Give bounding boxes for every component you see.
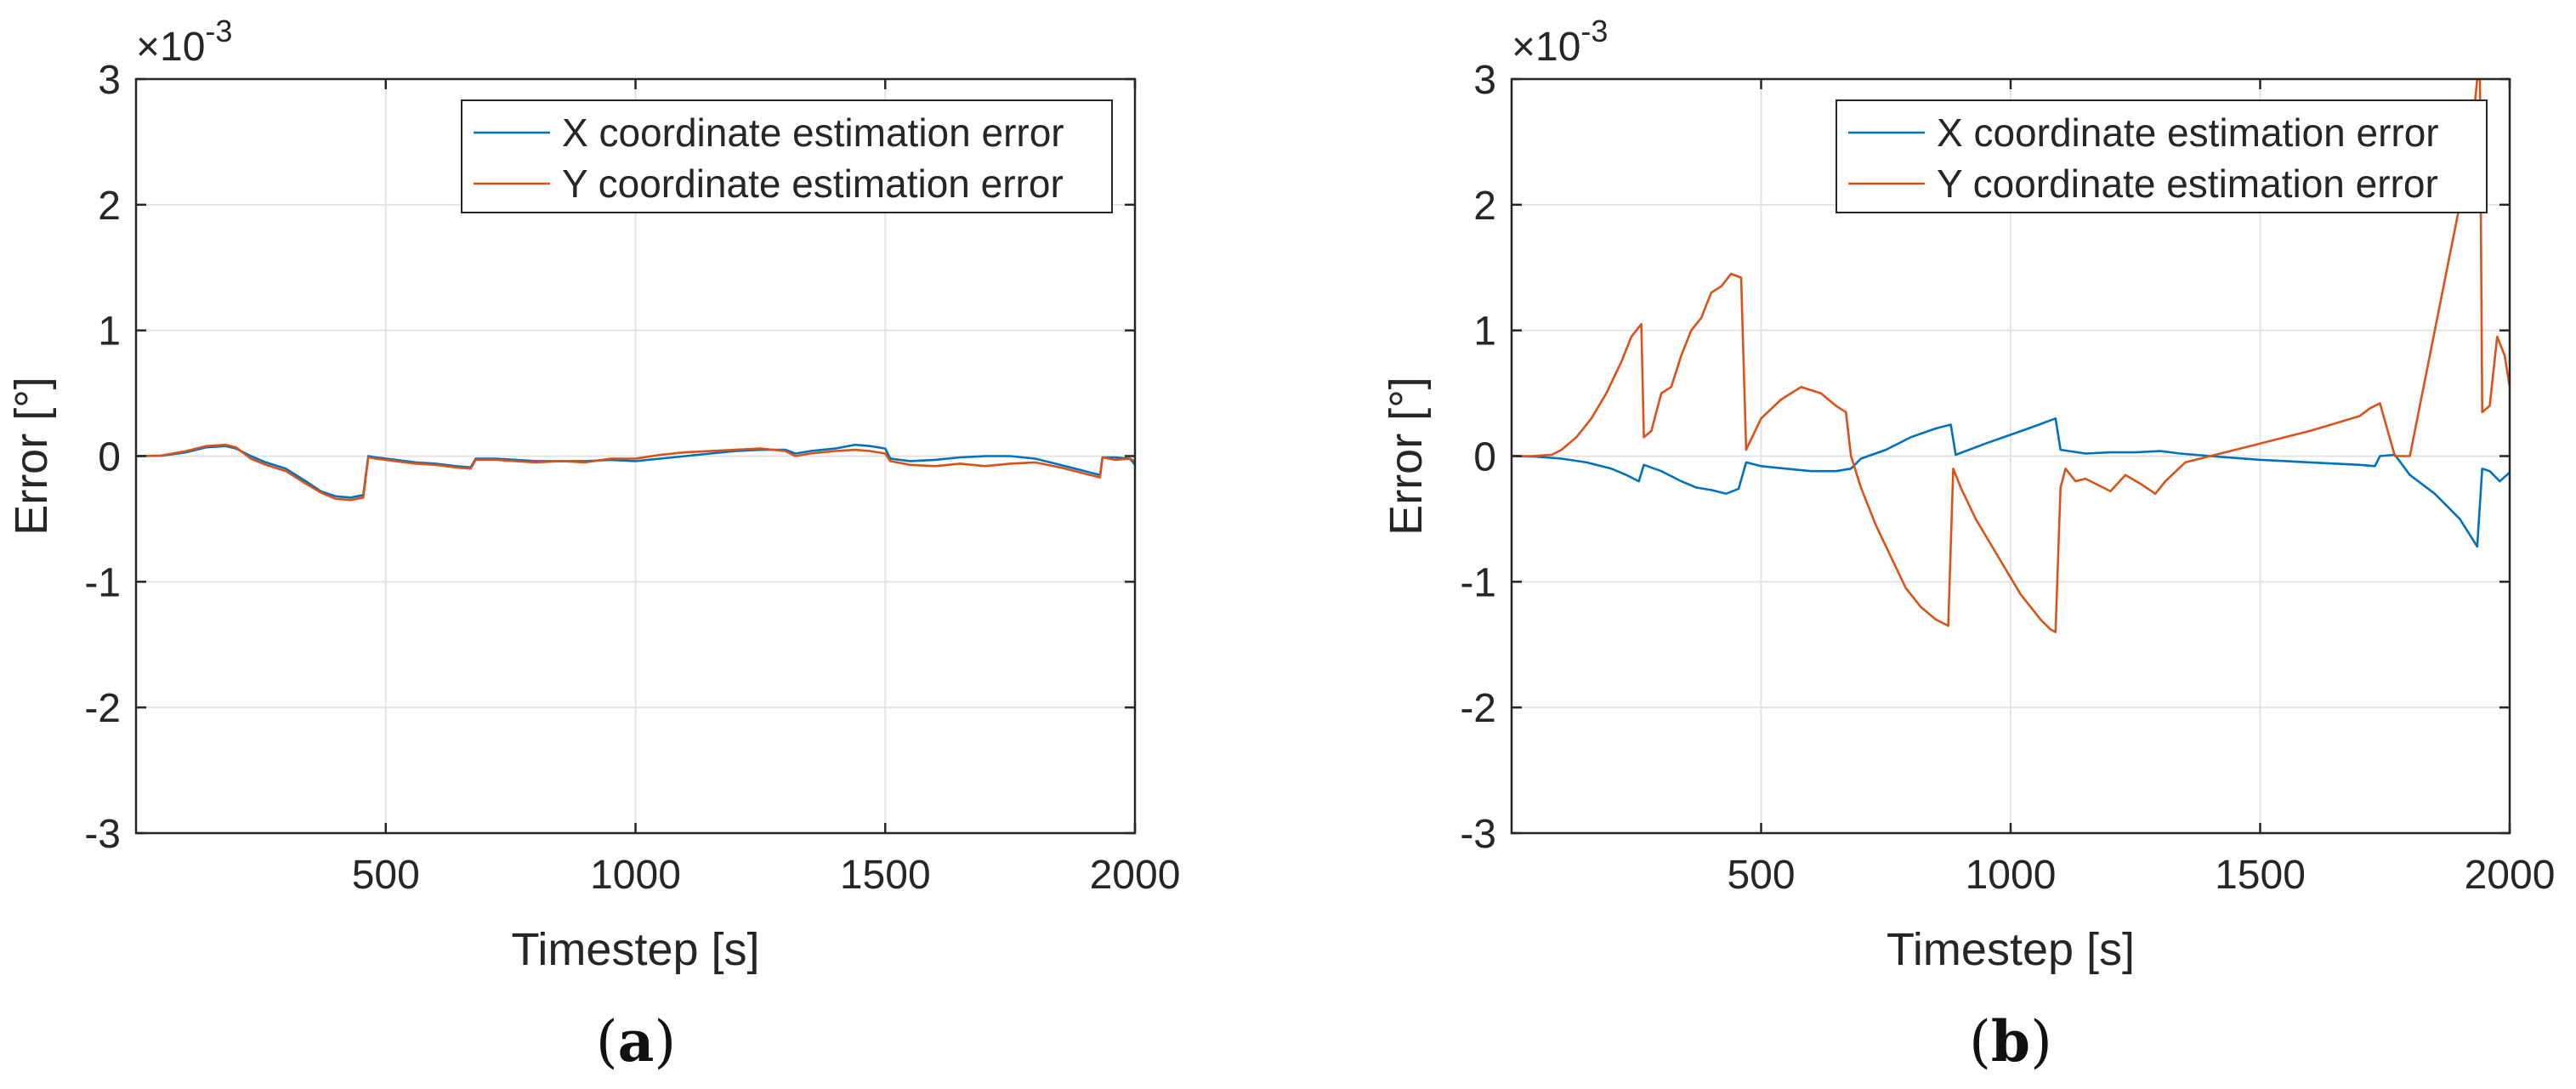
series-group bbox=[136, 443, 1135, 502]
legend-label-x: X coordinate estimation error bbox=[562, 111, 1064, 155]
x-tick-label: 1000 bbox=[590, 853, 681, 898]
x-tick-label: 1500 bbox=[840, 853, 931, 898]
legend: X coordinate estimation error Y coordinat… bbox=[1836, 99, 2488, 213]
series-line-y bbox=[1512, 79, 2510, 633]
y-tick-label: -3 bbox=[1460, 812, 1496, 857]
x-axis-label: Timestep [s] bbox=[511, 924, 759, 975]
series-line-y bbox=[136, 443, 1135, 502]
y-tick-label: 0 bbox=[98, 435, 121, 480]
y-tick-label: -3 bbox=[84, 812, 121, 857]
y-tick-label: -2 bbox=[1460, 686, 1496, 731]
legend-label-x: X coordinate estimation error bbox=[1937, 111, 2439, 155]
exponent-power: -3 bbox=[205, 14, 232, 48]
y-tick-label: 2 bbox=[98, 184, 121, 229]
x-tick-label: 1500 bbox=[2215, 853, 2306, 898]
legend: X coordinate estimation error Y coordinat… bbox=[461, 99, 1113, 213]
series-group bbox=[1512, 79, 2510, 633]
exponent-label: ×10-3 bbox=[1512, 14, 1608, 70]
exponent-power: -3 bbox=[1580, 14, 1608, 48]
legend-label-y: Y coordinate estimation error bbox=[1937, 162, 2438, 206]
x-tick-label: 2000 bbox=[2465, 853, 2556, 898]
y-tick-label: 2 bbox=[1473, 184, 1496, 229]
legend-label-y: Y coordinate estimation error bbox=[562, 162, 1064, 206]
chart-panel-a: 500 1000 1500 2000 -3 -2 -1 0 1 2 3 ×10-3 Timestep [… bbox=[6, 14, 1180, 1075]
y-tick-label: -1 bbox=[1460, 560, 1496, 605]
exponent-label: ×10-3 bbox=[136, 14, 232, 70]
x-tick-label: 500 bbox=[1727, 853, 1795, 898]
y-tick-label: -1 bbox=[84, 560, 121, 605]
y-tick-label: 0 bbox=[1473, 435, 1496, 480]
y-tick-label: 1 bbox=[98, 309, 121, 354]
panel-label: (b) bbox=[1969, 1008, 2052, 1075]
x-tick-label: 500 bbox=[352, 853, 420, 898]
legend-box bbox=[1836, 99, 2488, 213]
y-tick-label: -2 bbox=[84, 686, 121, 731]
y-tick-label: 3 bbox=[98, 58, 121, 103]
series-line-x bbox=[1512, 417, 2510, 548]
series-line-x bbox=[136, 443, 1135, 499]
x-tick-label: 1000 bbox=[1966, 853, 2057, 898]
chart-panel-b: 500 1000 1500 2000 -3 -2 -1 0 1 2 3 ×10-3 Timestep [… bbox=[1381, 14, 2555, 1075]
y-axis-label: Error [°] bbox=[6, 377, 57, 536]
x-tick-label: 2000 bbox=[1090, 853, 1181, 898]
x-axis-label: Timestep [s] bbox=[1887, 924, 2135, 975]
y-tick-label: 1 bbox=[1473, 309, 1496, 354]
legend-box bbox=[461, 99, 1113, 213]
y-tick-label: 3 bbox=[1473, 58, 1496, 103]
y-axis-label: Error [°] bbox=[1381, 377, 1432, 536]
panel-label: (a) bbox=[596, 1008, 676, 1075]
